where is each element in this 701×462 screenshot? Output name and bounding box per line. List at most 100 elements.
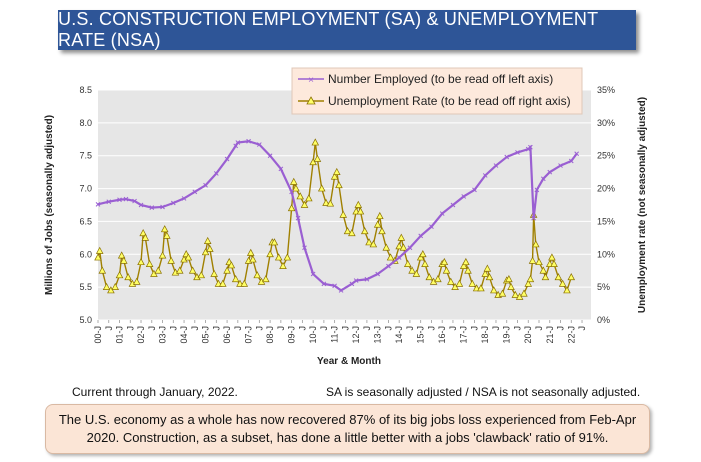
x-tick-label: J	[147, 326, 157, 331]
unemployment-point	[365, 238, 373, 246]
employed-point	[396, 255, 402, 260]
unemployment-point	[117, 251, 126, 259]
unemployment-point	[382, 243, 391, 251]
y-left-tick-label: 6.5	[79, 216, 92, 226]
unemployment-point	[399, 243, 408, 251]
unemployment-point	[535, 257, 543, 266]
employed-point	[310, 271, 316, 277]
unemployment-point	[395, 242, 403, 250]
unemployment-point	[287, 204, 296, 212]
x-tick-label: 03-J	[158, 326, 168, 344]
x-tick-label: 00-J	[93, 326, 103, 344]
unemployment-point	[481, 269, 490, 277]
unemployment-point	[154, 266, 163, 274]
x-tick-label: J	[534, 326, 544, 331]
y-axis-right-title: Unemployment rate (not seasonally adjust…	[637, 97, 648, 313]
employed-point	[418, 233, 424, 239]
employed-point	[332, 283, 337, 289]
y-left-tick-label: 8.0	[79, 118, 92, 128]
x-tick-label: 05-J	[201, 326, 211, 344]
unemployment-point	[558, 279, 567, 287]
y-left-tick-label: 7.5	[79, 151, 92, 161]
y-right-tick-label: 35%	[597, 85, 615, 95]
x-tick-label: J	[233, 326, 243, 331]
unemployment-point	[455, 279, 464, 287]
unemployment-point	[339, 210, 348, 218]
x-tick-label: 10-J	[308, 326, 318, 344]
unemployment-point	[102, 282, 111, 290]
current-through-note: Current through January, 2022.	[72, 385, 238, 399]
employed-point	[233, 143, 239, 149]
y-left-tick-label: 8.5	[79, 85, 92, 95]
unemployment-point	[490, 286, 498, 294]
employed-point	[138, 202, 144, 208]
employed-point	[246, 138, 251, 144]
x-tick-label: J	[104, 326, 114, 331]
x-tick-label: 01-J	[115, 326, 125, 344]
employed-point	[558, 163, 563, 168]
unemployment-point	[378, 227, 386, 235]
unemployment-point	[548, 253, 556, 261]
unemployment-point	[421, 259, 429, 267]
y-right-tick-label: 10%	[597, 249, 615, 259]
employed-point	[349, 281, 355, 287]
unemployment-point	[313, 154, 322, 162]
unemployment-point	[442, 266, 451, 274]
unemployment-point	[160, 225, 169, 233]
employed-point	[482, 173, 488, 178]
unemployment-point	[419, 250, 427, 258]
employed-point	[540, 176, 546, 182]
y-right-tick-label: 15%	[597, 216, 615, 226]
employed-point	[267, 153, 273, 159]
x-tick-label: 16-J	[437, 326, 447, 344]
employed-point	[235, 140, 241, 145]
unemployment-point	[434, 275, 442, 283]
y-right-tick-label: 0%	[597, 315, 610, 325]
employed-point	[132, 198, 137, 204]
unemployment-point	[507, 282, 515, 290]
x-tick-label: 11-J	[330, 326, 340, 343]
unemployment-point	[464, 266, 472, 274]
unemployment-point	[253, 271, 261, 279]
employed-point	[534, 187, 540, 193]
unemployment-point	[218, 279, 227, 287]
employed-point	[95, 201, 101, 207]
employed-point	[106, 199, 112, 205]
unemployment-point	[330, 172, 339, 180]
x-tick-label: 07-J	[244, 326, 254, 344]
x-tick-label: 09-J	[287, 326, 297, 344]
unemployment-point	[554, 273, 563, 281]
x-tick-label: J	[577, 326, 587, 331]
unemployment-point	[354, 200, 363, 208]
x-tick-label: J	[491, 326, 501, 331]
employed-point	[364, 276, 370, 282]
unemployment-point	[223, 266, 231, 274]
employed-point	[547, 169, 553, 175]
employed-point	[528, 144, 533, 150]
chart-title-banner: U.S. CONSTRUCTION EMPLOYMENT (SA) & UNEM…	[58, 9, 636, 50]
employed-point	[117, 197, 122, 203]
employed-point	[375, 271, 381, 277]
x-tick-label: J	[168, 326, 178, 331]
unemployment-point	[511, 290, 520, 298]
legend-marker-unemployment	[306, 96, 316, 105]
x-tick-label: 17-J	[459, 326, 469, 344]
unemployment-point	[539, 266, 548, 274]
x-tick-label: 04-J	[179, 326, 189, 344]
x-tick-label: J	[297, 326, 307, 331]
x-tick-label: 21-J	[545, 326, 555, 344]
x-tick-label: 13-J	[373, 326, 383, 344]
y-axis-right-ticks: 0% 5% 10% 15% 20% 25% 30% 35%	[597, 85, 615, 325]
unemployment-point	[541, 273, 550, 281]
unemployment-point	[240, 279, 249, 287]
x-tick-label: 20-J	[523, 326, 533, 344]
legend-box	[291, 67, 583, 115]
x-tick-label: J	[125, 326, 135, 331]
unemployment-point	[270, 238, 279, 246]
employed-point	[353, 278, 359, 283]
x-tick-label: J	[469, 326, 479, 331]
unemployment-point	[348, 229, 356, 237]
y-left-tick-label: 5.0	[79, 315, 92, 325]
unemployment-point	[498, 289, 507, 297]
employed-point	[192, 189, 198, 195]
